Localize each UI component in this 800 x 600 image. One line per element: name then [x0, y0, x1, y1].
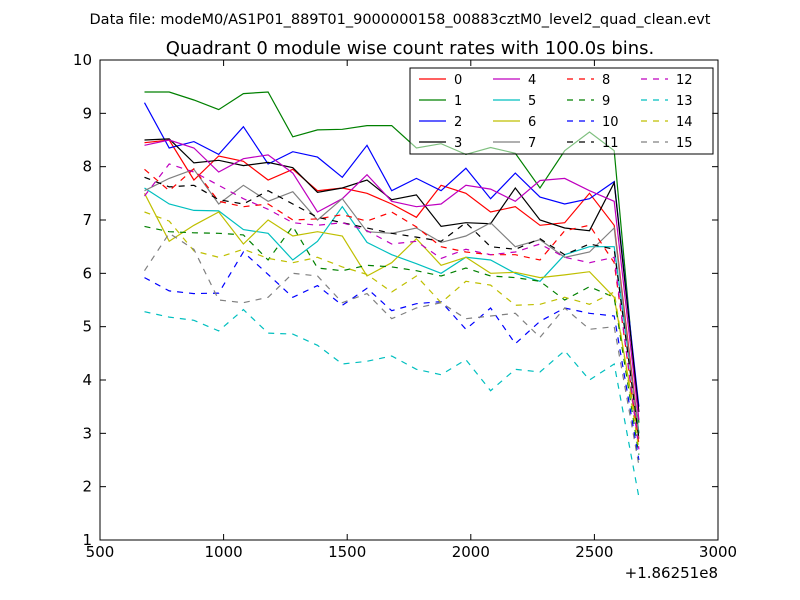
- legend-label-14: 14: [676, 115, 693, 130]
- series-line-13: [144, 308, 640, 498]
- chart-title: Quadrant 0 module wise count rates with …: [166, 38, 655, 59]
- legend-label-6: 6: [528, 115, 536, 130]
- y-tick-label: 4: [82, 371, 92, 389]
- legend-label-11: 11: [602, 136, 619, 151]
- x-tick-label: 1000: [205, 543, 243, 561]
- legend-label-12: 12: [676, 73, 693, 88]
- suptitle: Data file: modeM0/AS1P01_889T01_90000001…: [90, 12, 711, 28]
- y-tick-label: 8: [82, 158, 92, 176]
- legend-label-9: 9: [602, 94, 610, 109]
- series-line-10: [144, 251, 640, 461]
- axes-frame: [99, 59, 719, 541]
- series-line-11: [144, 176, 640, 439]
- x-tick-label: 3000: [699, 543, 737, 561]
- legend-label-15: 15: [676, 136, 693, 151]
- legend-label-10: 10: [602, 115, 619, 130]
- series-lines: [143, 91, 640, 498]
- series-line-5: [144, 187, 640, 434]
- x-offset-label: +1.86251e8: [625, 564, 718, 582]
- x-tick-label: 500: [86, 543, 115, 561]
- legend-label-7: 7: [528, 136, 536, 151]
- plot-area: 500 1000 1500 2000 2500 300012345678910012345…: [73, 51, 737, 561]
- x-tick-label: 1500: [328, 543, 366, 561]
- series-line-9: [144, 225, 640, 455]
- series-line-1: [144, 91, 640, 423]
- y-tick-label: 3: [82, 424, 92, 442]
- legend-label-4: 4: [528, 73, 536, 88]
- series-line-0: [144, 139, 640, 434]
- y-tick-label: 1: [82, 531, 92, 549]
- series-line-3: [144, 138, 640, 413]
- y-tick-label: 6: [82, 264, 92, 282]
- legend-box: [409, 67, 714, 155]
- series-line-4: [144, 139, 640, 421]
- y-tick-label: 7: [82, 211, 92, 229]
- y-tick-label: 2: [82, 478, 92, 496]
- series-line-12: [144, 163, 640, 450]
- legend-label-2: 2: [454, 115, 462, 130]
- legend-label-0: 0: [454, 73, 462, 88]
- x-tick-label: 2500: [575, 543, 613, 561]
- x-tick-label: 2000: [452, 543, 490, 561]
- legend-label-5: 5: [528, 94, 536, 109]
- series-line-2: [143, 102, 640, 407]
- series-line-15: [143, 232, 640, 466]
- y-tick-label: 5: [82, 318, 92, 336]
- series-line-6: [143, 193, 640, 439]
- legend-label-8: 8: [602, 73, 610, 88]
- series-line-14: [144, 211, 640, 450]
- legend-label-1: 1: [454, 94, 462, 109]
- legend-label-3: 3: [454, 136, 462, 151]
- legend-label-13: 13: [676, 94, 693, 109]
- y-tick-label: 10: [73, 51, 92, 69]
- y-tick-label: 9: [82, 104, 92, 122]
